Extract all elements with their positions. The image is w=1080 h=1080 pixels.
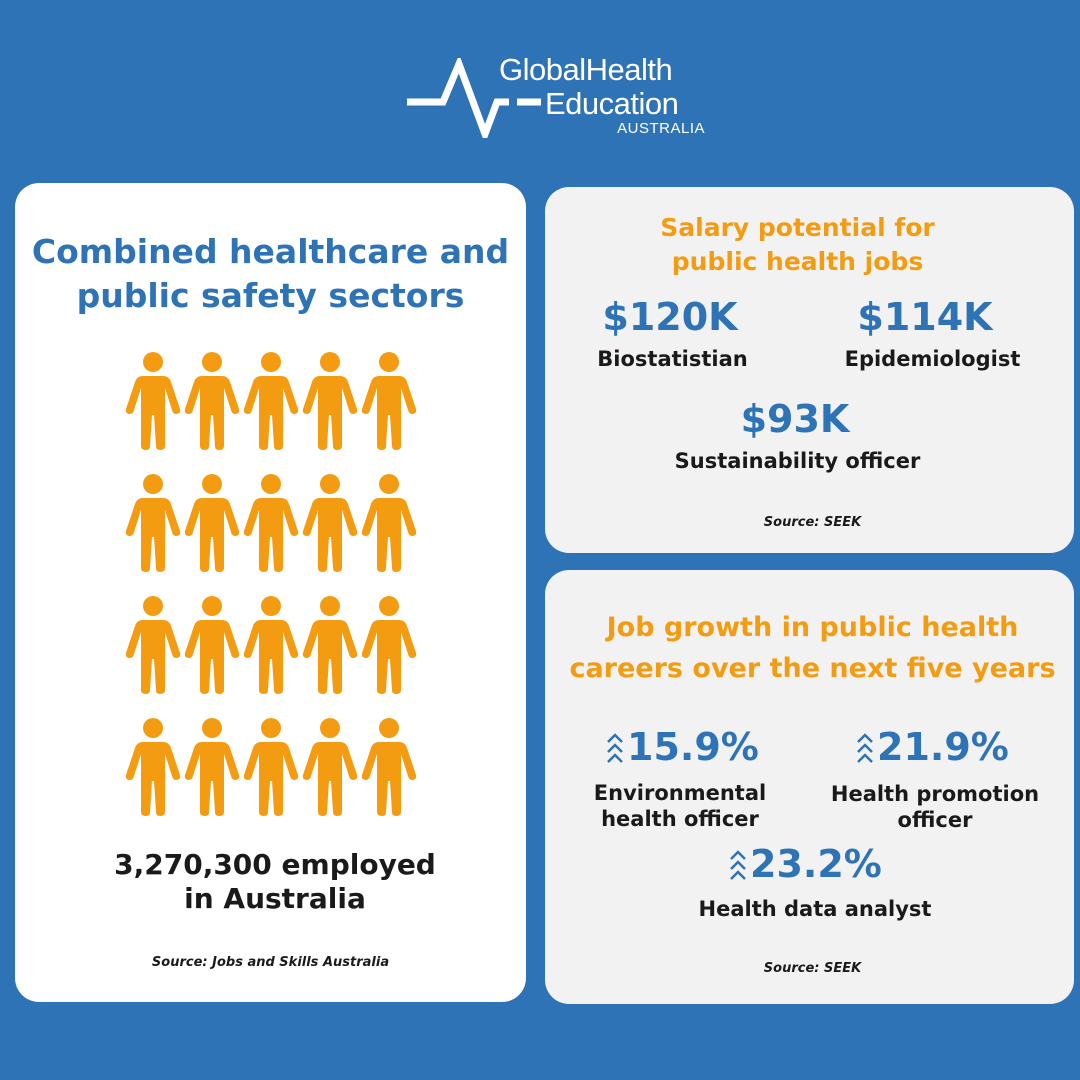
- person-icon: [125, 717, 181, 817]
- growth-card: Job growth in public health careers over…: [545, 570, 1074, 1004]
- person-icon: [243, 351, 299, 451]
- heartbeat-logo-icon: [407, 58, 541, 138]
- employment-stat-line1: 3,270,300 employed: [114, 848, 436, 881]
- salary-source: Source: SEEK: [763, 515, 862, 530]
- person-icon: [302, 473, 358, 573]
- salary-title: Salary potential for public health jobs: [545, 211, 1050, 279]
- growth-value: 23.2%: [728, 842, 882, 887]
- person-icon: [361, 473, 417, 573]
- chevron-up-icon: [857, 732, 873, 763]
- growth-label: Environmental health officer: [565, 780, 795, 832]
- salary-value: $114K: [857, 295, 993, 339]
- growth-value-text: 21.9%: [877, 725, 1009, 769]
- growth-value: 15.9%: [605, 725, 759, 770]
- brand-name-line1: GlobalHealth: [499, 52, 673, 87]
- growth-title-line2: careers over the next five years: [569, 653, 1056, 684]
- growth-label: Health promotion officer: [820, 781, 1050, 833]
- employment-title: Combined healthcare and public safety se…: [31, 232, 510, 315]
- person-icon: [184, 595, 240, 695]
- salary-label: Biostatistian: [597, 347, 748, 371]
- brand-name-line2: Education: [545, 86, 679, 121]
- growth-title: Job growth in public health careers over…: [545, 607, 1080, 689]
- brand-logo: GlobalHealth Education AUSTRALIA: [405, 52, 715, 142]
- chevron-up-icon: [607, 732, 623, 763]
- growth-label-line1: Health promotion: [830, 782, 1040, 806]
- growth-label-line2: health officer: [601, 807, 759, 831]
- person-icon: [184, 473, 240, 573]
- employment-source: Source: Jobs and Skills Australia: [151, 955, 390, 970]
- person-icon: [302, 351, 358, 451]
- growth-value-text: 15.9%: [627, 725, 759, 769]
- person-icon: [302, 595, 358, 695]
- person-icon: [243, 473, 299, 573]
- growth-label-line1: Environmental: [593, 781, 767, 805]
- person-icon: [361, 595, 417, 695]
- growth-label-line1: Health data analyst: [698, 897, 932, 921]
- salary-value: $93K: [740, 397, 850, 441]
- person-icon: [125, 595, 181, 695]
- employment-stat: 3,270,300 employed in Australia: [15, 848, 535, 916]
- salary-label: Epidemiologist: [844, 347, 1021, 371]
- salary-label: Sustainability officer: [674, 449, 921, 473]
- salary-card: Salary potential for public health jobs …: [545, 187, 1074, 553]
- person-icon: [184, 717, 240, 817]
- salary-title-line1: Salary potential for: [660, 213, 935, 242]
- salary-value: $120K: [602, 295, 738, 339]
- brand-country: AUSTRALIA: [617, 120, 705, 137]
- salary-title-line2: public health jobs: [671, 247, 924, 276]
- growth-label: Health data analyst: [665, 896, 965, 922]
- person-icon: [243, 595, 299, 695]
- person-icon: [184, 351, 240, 451]
- person-icon: [361, 351, 417, 451]
- growth-source: Source: SEEK: [763, 961, 862, 976]
- growth-title-line1: Job growth in public health: [606, 612, 1019, 643]
- growth-label-line2: officer: [897, 808, 973, 832]
- employment-stat-line2: in Australia: [184, 882, 366, 915]
- chevron-up-icon: [730, 849, 746, 880]
- person-icon: [243, 717, 299, 817]
- person-icon: [361, 717, 417, 817]
- person-icon: [125, 473, 181, 573]
- employment-card: Combined healthcare and public safety se…: [15, 183, 526, 1002]
- growth-value: 21.9%: [855, 725, 1009, 770]
- person-icon: [125, 351, 181, 451]
- person-icon: [302, 717, 358, 817]
- growth-value-text: 23.2%: [750, 842, 882, 886]
